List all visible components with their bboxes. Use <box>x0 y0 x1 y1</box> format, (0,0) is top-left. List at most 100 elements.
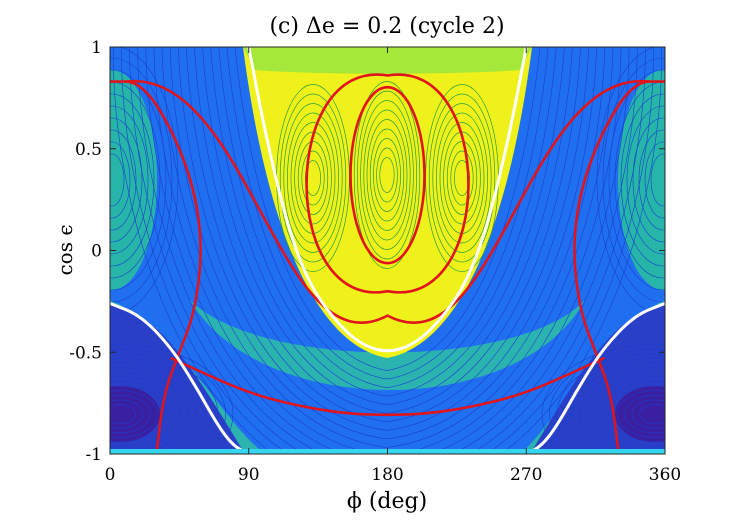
well-contour <box>556 353 665 454</box>
forbidden-boundary <box>110 302 250 454</box>
side-contour <box>110 69 167 291</box>
well-contour <box>110 390 159 438</box>
band-contour <box>202 47 573 406</box>
side-contour <box>110 57 173 303</box>
inner-contour <box>436 112 488 244</box>
inner-contour <box>363 109 411 241</box>
right-pocket <box>618 70 665 290</box>
lower-left-well-core <box>110 386 160 442</box>
well-contour <box>541 344 665 454</box>
inner-contour <box>279 93 347 263</box>
side-contour <box>110 117 143 243</box>
separatrix-curve <box>170 357 605 417</box>
teal-bowl <box>190 300 585 390</box>
side-contour <box>650 153 665 207</box>
inner-contour <box>379 157 395 193</box>
well-contour <box>110 399 144 429</box>
separatrix-curve <box>573 80 665 454</box>
side-contour <box>626 105 665 255</box>
inner-contour <box>283 103 343 253</box>
x-tick-label: 90 <box>238 465 260 485</box>
inner-contour <box>373 138 401 212</box>
band-contour <box>145 47 630 454</box>
y-tick-label: -0.5 <box>69 343 102 363</box>
inner-contour <box>432 103 492 253</box>
side-contour <box>110 141 131 219</box>
well-contour <box>110 367 196 454</box>
band-contour <box>153 47 622 454</box>
band-contour <box>226 47 549 380</box>
plot-area <box>110 47 665 454</box>
well-contour <box>586 371 665 454</box>
well-contour <box>110 381 174 447</box>
well-contour <box>110 353 219 454</box>
band-contour <box>129 47 646 454</box>
axis-ticks <box>109 46 666 455</box>
well-contour <box>571 362 665 454</box>
side-contour <box>644 141 665 219</box>
inner-contour <box>376 147 398 203</box>
band-contour <box>194 47 581 414</box>
inner-contour <box>450 150 474 206</box>
well-contour <box>110 344 234 454</box>
separatrix-curves <box>110 73 665 454</box>
side-contour <box>110 105 149 255</box>
well-contour <box>631 399 665 429</box>
well-contour <box>549 348 665 454</box>
left-pocket <box>110 70 157 290</box>
lower-right-well-core <box>615 386 665 442</box>
inner-contour <box>369 128 405 222</box>
x-tick-label: 180 <box>371 465 403 485</box>
y-tick-label: 1 <box>91 38 102 58</box>
y-tick-label: 0 <box>91 242 102 262</box>
band-contour <box>177 47 598 431</box>
side-contour <box>638 129 665 231</box>
well-contour <box>110 385 166 443</box>
x-tick-label: 270 <box>510 465 542 485</box>
side-contour <box>110 153 125 207</box>
band-contour <box>186 47 589 423</box>
tick-labels: 0 90 180 270 360 -1 -0.5 0 0.5 1 <box>69 38 681 485</box>
well-contour <box>110 371 189 454</box>
well-contour <box>110 394 151 434</box>
band-contour <box>210 47 565 397</box>
well-contour <box>609 385 665 443</box>
x-tick-label: 0 <box>105 465 116 485</box>
band-contour <box>161 47 614 448</box>
well-contour <box>601 381 665 447</box>
separatrix-curve <box>125 80 650 325</box>
inner-contour <box>446 141 478 215</box>
inner-contour <box>357 90 417 260</box>
inner-contour <box>428 93 496 263</box>
inner-contour <box>353 81 421 269</box>
chart-title: (c) Δe = 0.2 (cycle 2) <box>269 14 504 39</box>
well-contour <box>110 404 136 424</box>
band-contour <box>234 47 541 371</box>
side-contour <box>608 69 665 291</box>
separatrix-loop <box>349 85 426 265</box>
well-contour <box>579 367 665 454</box>
inner-contour <box>360 100 414 250</box>
inner-contour <box>366 119 408 231</box>
inner-region-top <box>243 47 532 74</box>
well-contour <box>110 362 204 454</box>
side-contour <box>632 117 665 243</box>
side-contour <box>110 93 155 267</box>
well-contour <box>639 404 665 424</box>
separatrix-curve <box>110 80 202 454</box>
forbidden-boundary <box>247 47 528 353</box>
band-contour <box>113 47 662 454</box>
y-axis-label: cos ϵ <box>53 224 77 275</box>
side-contour <box>110 47 179 315</box>
side-contour <box>602 57 665 303</box>
well-contour <box>624 394 665 434</box>
inner-contour <box>297 141 329 215</box>
side-contour <box>620 93 665 267</box>
separatrix-loop <box>305 73 470 294</box>
inner-region <box>243 47 532 358</box>
side-contour <box>110 129 137 231</box>
band-contour <box>121 47 654 454</box>
well-contour <box>616 390 665 438</box>
side-contour <box>596 47 665 315</box>
